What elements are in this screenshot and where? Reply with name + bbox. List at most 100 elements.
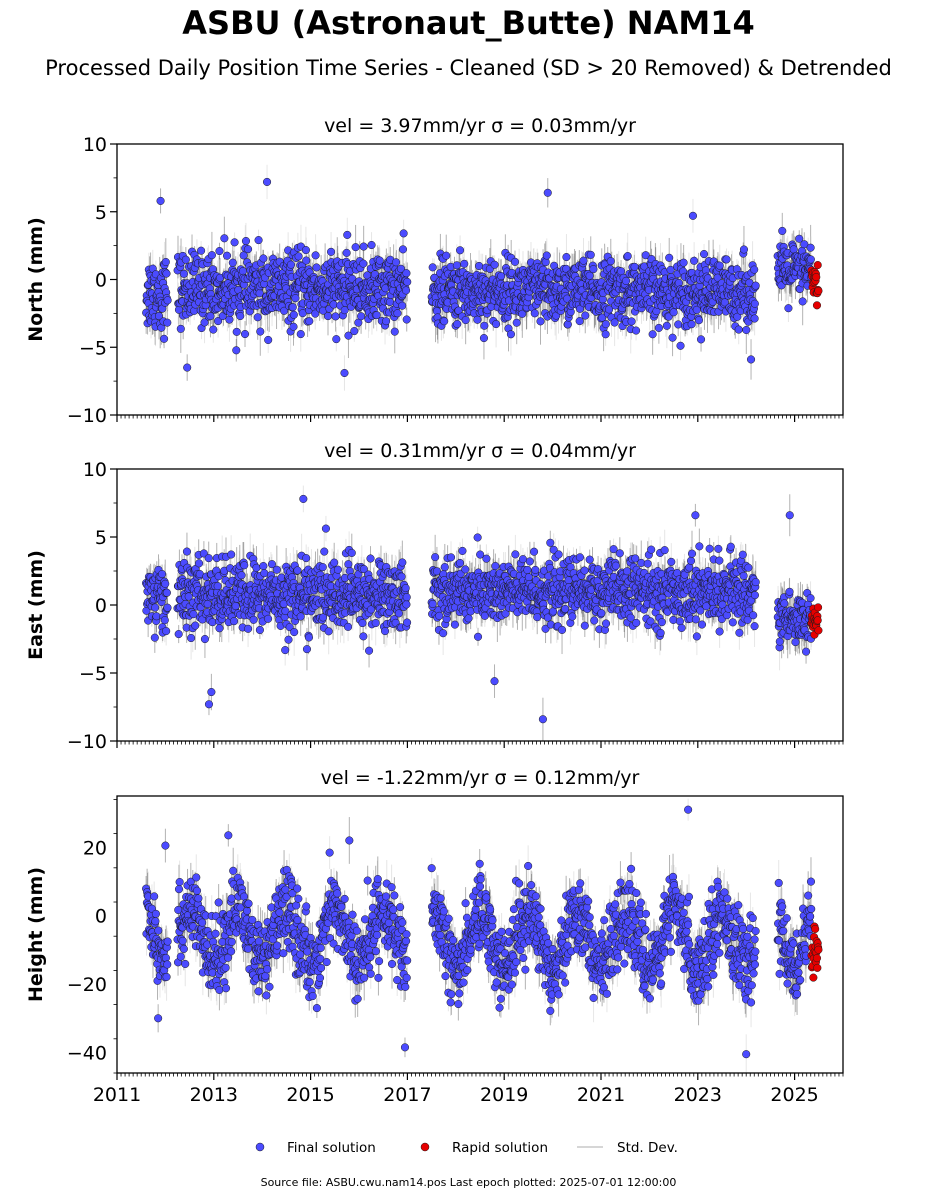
- final-solution-point: [604, 305, 614, 314]
- final-solution-points: [142, 177, 816, 378]
- final-solution-point: [244, 245, 253, 254]
- final-solution-point: [280, 306, 289, 315]
- final-solution-point: [264, 335, 273, 345]
- rapid-solution-point: [812, 273, 821, 282]
- final-solution-point: [375, 256, 384, 265]
- final-solution-point: [402, 315, 411, 324]
- final-solution-point: [627, 317, 636, 326]
- final-solution-point: [359, 259, 368, 268]
- final-solution-point: [340, 368, 349, 378]
- final-solution-point: [327, 247, 336, 256]
- final-solution-point: [179, 269, 188, 278]
- final-solution-point: [288, 303, 297, 312]
- final-solution-point: [311, 309, 320, 318]
- final-solution-point: [751, 281, 760, 290]
- final-solution-point: [750, 314, 759, 323]
- final-solution-point: [542, 251, 551, 260]
- y-tick-label: 5: [95, 202, 107, 224]
- final-solution-point: [236, 311, 245, 321]
- final-solution-point: [798, 297, 807, 306]
- final-solution-point: [679, 258, 688, 267]
- final-solution-point: [230, 238, 239, 247]
- x-axis: [116, 415, 844, 422]
- final-solution-point: [452, 261, 461, 270]
- final-solution-point: [778, 226, 787, 235]
- final-solution-point: [382, 317, 391, 326]
- final-solution-point: [207, 251, 216, 260]
- final-solution-point: [262, 177, 272, 186]
- final-solution-point: [598, 313, 607, 322]
- final-solution-point: [302, 256, 311, 265]
- final-solution-point: [739, 245, 749, 254]
- final-solution-point: [401, 286, 411, 295]
- final-solution-point: [606, 257, 615, 266]
- final-solution-point: [372, 311, 381, 320]
- final-solution-point: [669, 308, 678, 317]
- rapid-solution-point: [812, 301, 822, 310]
- final-solution-point: [490, 260, 499, 269]
- final-solution-point: [183, 363, 192, 372]
- final-solution-point: [367, 240, 376, 250]
- final-solution-point: [461, 316, 470, 325]
- rapid-solution-points: [807, 261, 823, 310]
- final-solution-point: [350, 327, 359, 336]
- final-solution-point: [289, 310, 298, 319]
- final-solution-point: [734, 325, 743, 334]
- final-solution-point: [294, 252, 303, 261]
- final-solution-point: [662, 321, 671, 330]
- final-solution-point: [720, 298, 729, 307]
- final-solution-point: [621, 276, 631, 285]
- y-tick-label: −10: [67, 405, 107, 427]
- final-solution-point: [630, 262, 639, 271]
- y-tick-label: −5: [79, 337, 107, 359]
- final-solution-point: [601, 320, 610, 329]
- final-solution-point: [161, 257, 170, 267]
- final-solution-point: [585, 271, 594, 280]
- final-solution-point: [690, 256, 699, 265]
- final-solution-point: [162, 269, 171, 278]
- final-solution-point: [746, 355, 756, 364]
- final-solution-point: [200, 318, 209, 327]
- final-solution-point: [259, 254, 268, 263]
- final-solution-point: [385, 298, 394, 307]
- final-solution-point: [332, 335, 341, 344]
- final-solution-point: [393, 309, 402, 318]
- final-solution-point: [403, 277, 412, 286]
- final-solution-point: [163, 318, 172, 327]
- final-solution-point: [512, 318, 521, 327]
- final-solution-point: [575, 317, 584, 326]
- final-solution-point: [351, 243, 360, 252]
- final-solution-point: [676, 341, 685, 350]
- final-solution-point: [518, 309, 527, 318]
- final-solution-point: [497, 272, 506, 281]
- final-solution-point: [456, 246, 465, 255]
- final-solution-point: [301, 246, 310, 255]
- final-solution-point: [589, 265, 598, 274]
- y-axis: −10 −5 0 5 10: [67, 134, 117, 427]
- final-solution-point: [391, 258, 401, 267]
- rapid-solution-point: [814, 286, 823, 295]
- final-solution-point: [536, 317, 545, 326]
- final-solution-point: [398, 245, 408, 254]
- final-solution-point: [475, 261, 484, 271]
- rapid-solution-point: [813, 261, 822, 270]
- final-solution-point: [806, 255, 815, 264]
- final-solution-point: [492, 320, 501, 329]
- y-axis-label: North (mm): [25, 217, 47, 342]
- final-solution-point: [442, 251, 451, 260]
- final-solution-point: [232, 327, 241, 336]
- final-solution-point: [733, 312, 742, 321]
- final-solution-point: [699, 249, 709, 259]
- final-solution-point: [530, 309, 539, 318]
- final-solution-point: [563, 294, 572, 303]
- final-solution-point: [428, 263, 437, 272]
- panel-north: −10 −5 0 5 10 North (mm) vel = 3.97mm/yr σ = 0…: [25, 115, 844, 427]
- final-solution-point: [323, 312, 333, 321]
- final-solution-point: [750, 265, 759, 274]
- final-solution-point: [722, 255, 731, 264]
- final-solution-point: [329, 300, 338, 309]
- final-solution-point: [176, 324, 185, 333]
- final-solution-point: [641, 251, 650, 260]
